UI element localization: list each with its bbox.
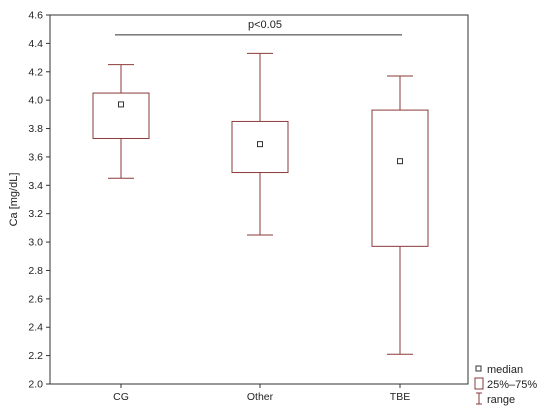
x-tick-label: TBE bbox=[390, 391, 410, 403]
x-tick-label: Other bbox=[247, 391, 274, 403]
x-tick-label: CG bbox=[113, 391, 129, 403]
y-tick-label: 3.0 bbox=[28, 237, 43, 249]
legend-box-marker bbox=[474, 377, 484, 390]
y-tick-label: 4.6 bbox=[28, 10, 43, 22]
y-tick-label: 3.8 bbox=[28, 123, 43, 135]
y-axis-title: Ca [mg/dL] bbox=[8, 173, 20, 227]
box-tbe bbox=[371, 75, 429, 355]
median-marker bbox=[257, 141, 263, 148]
y-tick-label: 2.8 bbox=[28, 265, 43, 277]
plot-frame bbox=[49, 14, 469, 385]
significance-label: p<0.05 bbox=[248, 19, 282, 31]
legend: median 25%–75% range bbox=[474, 364, 537, 406]
box-series bbox=[92, 52, 429, 355]
legend-range-label: range bbox=[487, 394, 515, 406]
y-tick-label: 2.6 bbox=[28, 293, 43, 305]
legend-box-label: 25%–75% bbox=[487, 379, 537, 391]
y-tick-label: 4.4 bbox=[28, 38, 43, 50]
median-marker bbox=[118, 101, 124, 108]
y-tick-label: 2.4 bbox=[28, 322, 43, 334]
iqr-box bbox=[92, 92, 150, 139]
y-tick-label: 2.0 bbox=[28, 379, 43, 391]
iqr-box bbox=[231, 120, 289, 174]
y-tick-label: 3.2 bbox=[28, 208, 43, 220]
box-cg bbox=[92, 64, 150, 179]
legend-median-marker bbox=[475, 365, 482, 372]
significance-annotation: p<0.05 bbox=[115, 19, 402, 36]
y-tick-label: 4.2 bbox=[28, 66, 43, 78]
y-tick-label: 4.0 bbox=[28, 95, 43, 107]
plot-area-border bbox=[49, 14, 469, 385]
legend-range-marker bbox=[476, 392, 482, 405]
y-tick-label: 2.2 bbox=[28, 350, 43, 362]
median-marker bbox=[397, 158, 403, 165]
legend-median-label: median bbox=[487, 364, 523, 376]
y-tick-label: 3.4 bbox=[28, 180, 43, 192]
y-tick-label: 3.6 bbox=[28, 151, 43, 163]
iqr-box bbox=[371, 109, 429, 247]
y-axis: 2.0 2.2 2.4 2.6 2.8 3.0 3.2 3.4 3.6 3.8 4.0 4.2 4.4 4… bbox=[28, 10, 50, 391]
box-other bbox=[231, 52, 289, 236]
x-axis: CG Other TBE bbox=[113, 384, 410, 403]
